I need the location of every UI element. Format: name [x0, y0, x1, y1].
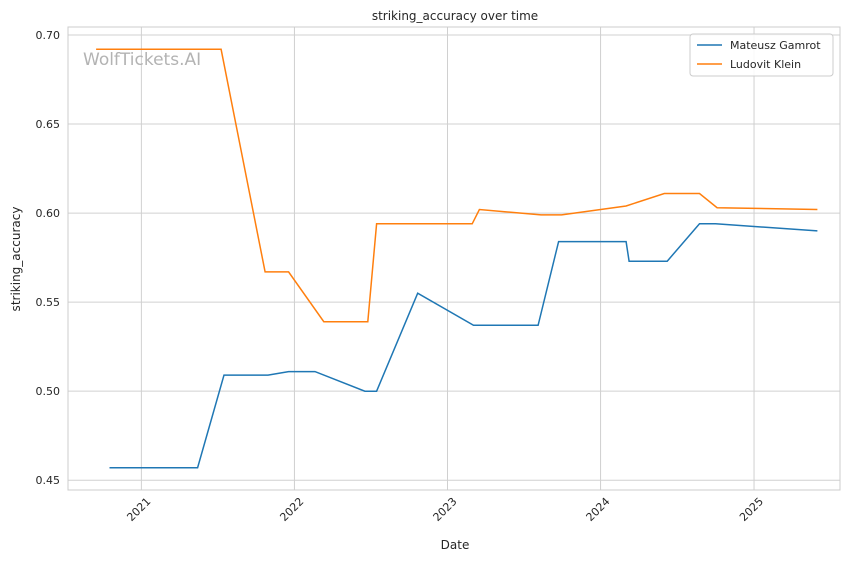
y-tick-label: 0.65: [36, 118, 61, 131]
x-tick-label: 2021: [124, 495, 153, 524]
y-axis-title: striking_accuracy: [9, 207, 23, 312]
series-line-mateusz-gamrot: [109, 223, 818, 469]
x-tick-label: 2024: [584, 495, 613, 524]
watermark: WolfTickets.AI: [83, 50, 201, 70]
y-tick-labels: 0.45 0.50 0.55 0.60 0.65 0.70: [36, 29, 61, 487]
x-tick-label: 2022: [277, 495, 306, 524]
y-tick-label: 0.60: [36, 207, 61, 220]
series-line-ludovit-klein: [96, 48, 818, 323]
y-tick-label: 0.70: [36, 29, 61, 42]
y-tick-label: 0.50: [36, 385, 61, 398]
x-tick-labels: 2021 2022 2023 2024 2025: [124, 495, 766, 524]
legend: Mateusz Gamrot Ludovit Klein: [689, 33, 834, 77]
y-tick-label: 0.55: [36, 296, 61, 309]
grid: [68, 27, 840, 490]
legend-label-ludovit-klein: Ludovit Klein: [730, 58, 801, 71]
plot-frame: [67, 26, 841, 491]
legend-label-mateusz-gamrot: Mateusz Gamrot: [730, 39, 821, 52]
series-lines: [96, 48, 818, 469]
x-tick-label: 2023: [431, 495, 460, 524]
x-axis-title: Date: [441, 538, 470, 552]
chart-title: striking_accuracy over time: [372, 9, 538, 23]
legend-box: [689, 33, 834, 77]
x-tick-label: 2025: [737, 495, 766, 524]
y-tick-label: 0.45: [36, 474, 61, 487]
